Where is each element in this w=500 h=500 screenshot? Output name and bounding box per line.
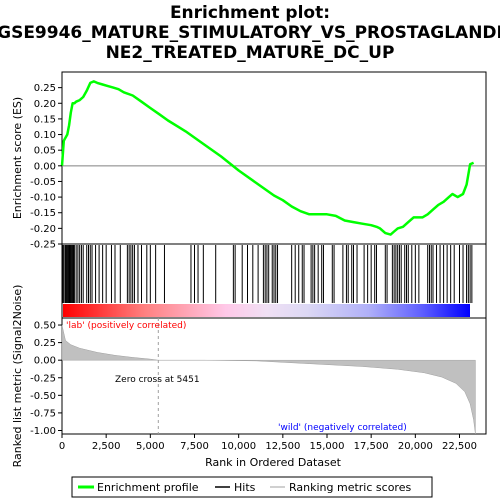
x-tick-label: 17,500: [354, 441, 389, 452]
rank-gradient-bar: [63, 304, 470, 317]
metric-y-tick-label: 0.00: [34, 356, 56, 367]
x-tick-label: 15,000: [310, 441, 345, 452]
metric-y-tick-label: -0.75: [30, 408, 56, 419]
metric-y-axis-label: Ranked list metric (Signal2Noise): [11, 285, 24, 468]
neg-correlated-label: 'wild' (negatively correlated): [278, 423, 407, 433]
es-y-tick-label: -0.20: [30, 224, 56, 235]
x-tick-label: 10,000: [221, 441, 256, 452]
x-tick-label: 5,000: [136, 441, 165, 452]
es-y-tick-label: 0.00: [34, 161, 56, 172]
legend-metric-label: Ranking metric scores: [289, 481, 411, 494]
es-panel: [61, 71, 487, 245]
es-series-line: [60, 80, 475, 236]
hits-plot: [61, 245, 473, 303]
x-axis-label: Rank in Ordered Dataset: [205, 456, 342, 469]
es-y-tick-label: 0.25: [34, 83, 56, 94]
pos-correlated-label: 'lab' (positively correlated): [66, 321, 186, 331]
zero-cross-label: Zero cross at 5451: [115, 375, 200, 385]
es-y-tick-label: -0.25: [30, 240, 56, 251]
legend-es-label: Enrichment profile: [97, 481, 199, 494]
es-y-tick-label: -0.15: [30, 208, 56, 219]
es-y-tick-label: 0.15: [34, 114, 56, 125]
legend-box: [71, 476, 433, 498]
legend-hits-label: Hits: [234, 481, 256, 494]
metric-y-tick-label: -0.25: [30, 373, 56, 384]
metric-y-tick-label: 0.25: [34, 338, 56, 349]
x-tick-label: 12,500: [265, 441, 300, 452]
es-y-tick-label: 0.10: [34, 130, 56, 141]
es-y-tick-label: 0.20: [34, 99, 56, 110]
metric-series-area: [61, 324, 476, 435]
metric-y-tick-label: -0.50: [30, 391, 56, 402]
chart-title-line-2: GSE9946_MATURE_STIMULATORY_VS_PROSTAGLAN…: [0, 23, 500, 43]
x-tick-label: 7,500: [180, 441, 209, 452]
es-y-tick-label: -0.05: [30, 177, 56, 188]
chart-title-line-3: NE2_TREATED_MATURE_DC_UP: [106, 43, 395, 63]
es-y-tick-label: -0.10: [30, 193, 56, 204]
x-tick-label: 20,000: [398, 441, 433, 452]
metric-panel: [61, 317, 487, 435]
x-tick-label: 0: [59, 441, 65, 452]
es-plot: [60, 80, 486, 236]
axes: -0.25 -0.20 -0.15 -0.10 -0.05 0.00 0.05 0.10 0.1…: [30, 83, 477, 452]
metric-plot: [61, 318, 476, 435]
chart-title-line-1: Enrichment plot:: [170, 3, 330, 23]
es-y-tick-label: 0.05: [34, 146, 56, 157]
metric-y-tick-label: 0.50: [34, 321, 56, 332]
metric-y-tick-label: -1.00: [30, 426, 56, 437]
es-y-axis-label: Enrichment score (ES): [11, 97, 24, 219]
x-tick-label: 22,500: [442, 441, 477, 452]
x-tick-label: 2,500: [92, 441, 121, 452]
